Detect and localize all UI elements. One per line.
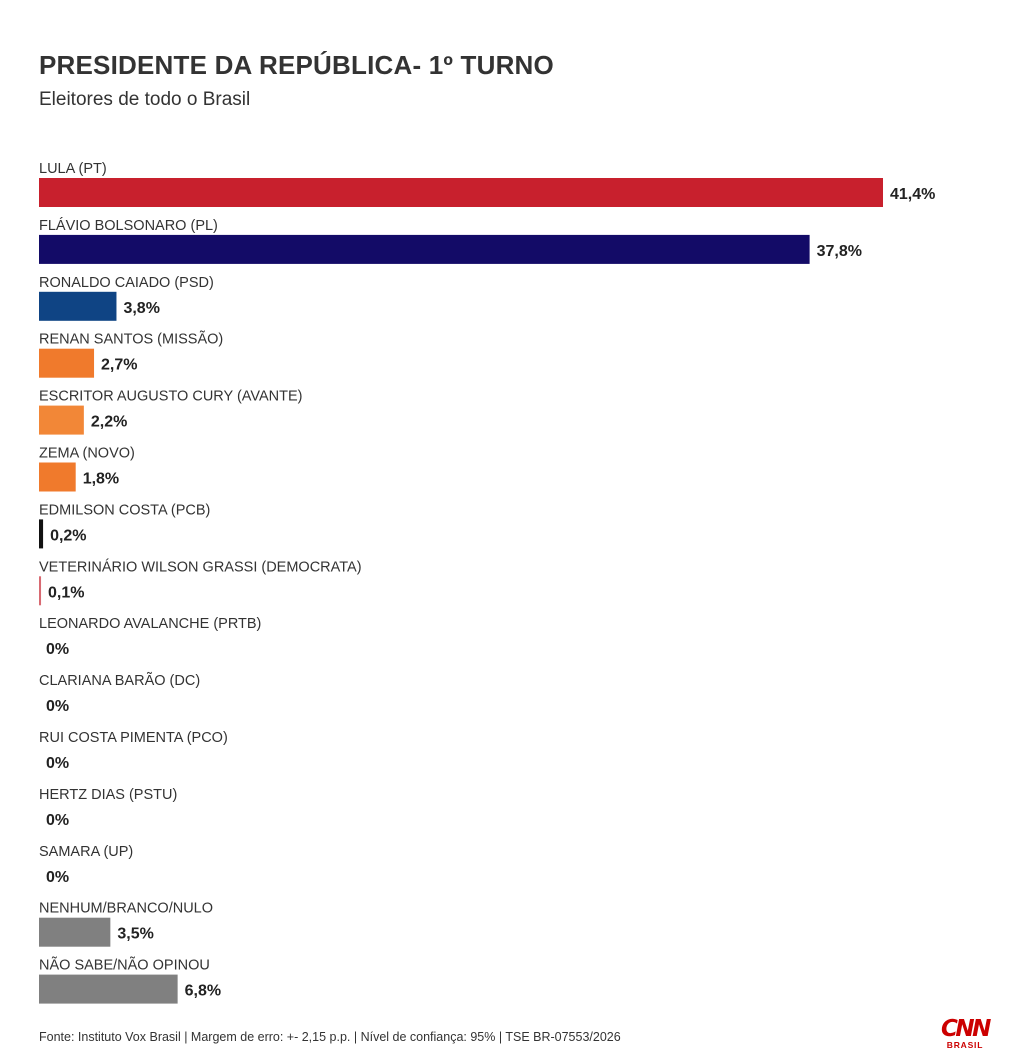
- category-label: FLÁVIO BOLSONARO (PL): [39, 217, 218, 234]
- category-label: NÃO SABE/NÃO OPINOU: [39, 957, 210, 974]
- bar: [39, 178, 883, 207]
- category-label: EDMILSON COSTA (PCB): [39, 502, 210, 518]
- category-label: CLARIANA BARÃO (DC): [39, 672, 200, 689]
- value-label: 2,2%: [91, 414, 127, 431]
- value-label: 6,8%: [185, 983, 221, 1000]
- chart-subtitle: Eleitores de todo o Brasil: [39, 89, 251, 110]
- bar: [39, 405, 84, 435]
- logo-subtitle: BRASIL: [946, 1040, 984, 1050]
- category-label: NENHUM/BRANCO/NULO: [39, 901, 213, 917]
- value-label: 0%: [46, 698, 69, 715]
- bar: [39, 234, 810, 264]
- value-label: 0%: [46, 755, 69, 772]
- category-label: LULA (PT): [39, 161, 107, 177]
- category-label: VETERINÁRIO WILSON GRASSI (DEMOCRATA): [39, 558, 362, 575]
- bar: [39, 917, 111, 947]
- category-label: ESCRITOR AUGUSTO CURY (AVANTE): [39, 389, 302, 405]
- value-label: 0%: [46, 869, 69, 886]
- value-label: 2,7%: [101, 357, 137, 374]
- bar: [39, 974, 178, 1004]
- logo-wordmark: CNN: [941, 1016, 991, 1042]
- bar: [39, 462, 76, 492]
- value-label: 0,2%: [50, 527, 86, 544]
- category-label: SAMARA (UP): [39, 844, 133, 860]
- value-label: 0%: [46, 641, 69, 658]
- value-label: 3,8%: [123, 300, 159, 317]
- category-label: RUI COSTA PIMENTA (PCO): [39, 730, 228, 746]
- value-label: 41,4%: [890, 186, 935, 203]
- value-label: 3,5%: [117, 926, 153, 943]
- cnn-brasil-logo: CNN BRASIL: [940, 1016, 991, 1050]
- bar: [39, 576, 42, 606]
- category-label: ZEMA (NOVO): [39, 446, 135, 462]
- bar: [39, 348, 95, 378]
- category-label: RONALDO CAIADO (PSD): [39, 275, 214, 291]
- value-label: 1,8%: [83, 471, 119, 488]
- chart-title: PRESIDENTE DA REPÚBLICA- 1º TURNO: [39, 50, 554, 80]
- bar: [39, 291, 117, 321]
- value-label: 37,8%: [817, 243, 862, 260]
- source-footnote: Fonte: Instituto Vox Brasil | Margem de …: [39, 1030, 621, 1044]
- category-label: HERTZ DIAS (PSTU): [39, 787, 177, 803]
- value-label: 0,1%: [48, 584, 84, 601]
- bar: [39, 519, 44, 549]
- category-label: LEONARDO AVALANCHE (PRTB): [39, 616, 261, 632]
- value-label: 0%: [46, 812, 69, 829]
- category-label: RENAN SANTOS (MISSÃO): [39, 331, 223, 348]
